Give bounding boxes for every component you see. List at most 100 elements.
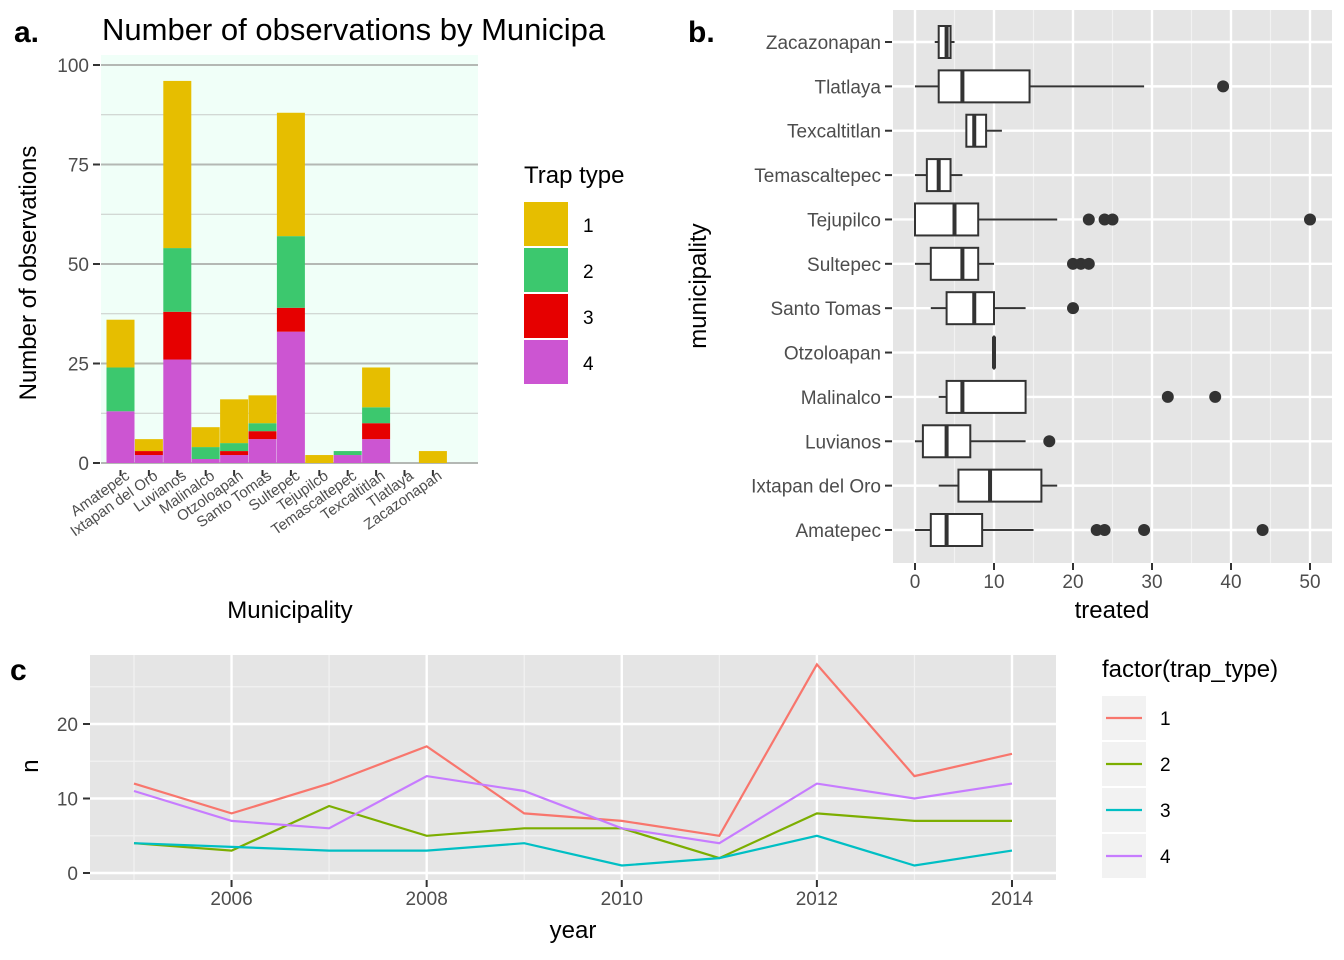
panel-c-x-axis-title: year	[550, 917, 597, 944]
panel-c-line-chart: c 0 10 20 2006 2008 2010 2012 2014 year n fact…	[10, 654, 1278, 944]
panel-a-bar-3	[248, 431, 277, 440]
panel-a-bar-1	[191, 427, 220, 448]
panel-b-boxplot: b. Amatepec Ixtapan del Oro Luvianos Malina…	[685, 10, 1332, 624]
panel-c-series-line-2	[133, 804, 1012, 860]
panel-c-x-ticks: 2006 2008 2010 2012 2014	[210, 880, 1034, 910]
panel-a-bar-3	[276, 307, 305, 332]
panel-c-legend-title: factor(trap_type)	[1102, 656, 1278, 683]
panel-b-outlier-point	[1138, 524, 1151, 536]
panel-a-y-axis-title: Number of observations	[15, 146, 42, 401]
panel-a-bar-1	[276, 112, 305, 237]
panel-b-box-body	[937, 69, 1031, 104]
panel-a-bar-4	[333, 455, 362, 463]
panel-a-legend-key-4	[524, 340, 568, 384]
panel-b-x-axis-title: treated	[1075, 597, 1150, 624]
panel-a-bar-4	[220, 455, 249, 463]
panel-a-bar-2	[362, 407, 391, 424]
panel-a-y-tick-label: 75	[68, 156, 89, 177]
panel-a-bar-3	[134, 451, 163, 456]
panel-a-bar-3	[362, 423, 391, 440]
panel-a-legend-key-3	[524, 294, 568, 338]
panel-a-bar-3	[163, 311, 192, 360]
panel-c-lines	[133, 662, 1013, 867]
panel-b-outlier-point	[1082, 257, 1095, 270]
panel-b-y-tick-label: Zacazonapan	[766, 33, 881, 54]
panel-a-legend-label: 2	[583, 262, 594, 283]
panel-c-x-tick-label: 2014	[991, 889, 1034, 910]
panel-a-bar-chart: a. Number of observations by Municipa 0 2…	[14, 12, 625, 624]
panel-b-box-texcaltitlan	[965, 113, 1002, 148]
panel-c-legend-label: 3	[1160, 801, 1171, 822]
panel-c-x-tick-label: 2006	[210, 889, 252, 910]
panel-a-bar-2	[333, 451, 362, 456]
panel-b-x-tick-label: 30	[1141, 572, 1162, 593]
panel-b-y-tick-label: Temascaltepec	[754, 166, 881, 187]
panel-b-outlier-point	[1098, 524, 1111, 536]
panel-b-y-axis-title: municipality	[685, 223, 712, 348]
panel-b-box-body	[957, 468, 1043, 503]
panel-a-bar-2	[163, 248, 192, 312]
panel-b-x-tick-label: 10	[983, 572, 1004, 593]
panel-b-y-tick-label: Amatepec	[795, 521, 881, 542]
panel-c-y-tick-label: 0	[67, 864, 78, 885]
panel-b-box-zacazonapan	[934, 25, 955, 59]
panel-a-y-tick-label: 25	[68, 355, 89, 376]
panel-b-box-santo-tomas	[930, 291, 1079, 326]
panel-a-bar-4	[362, 439, 391, 463]
panel-a-bar-2	[276, 236, 305, 308]
panel-b-box-malinalco	[938, 379, 1222, 414]
panel-a-bar-4	[191, 459, 220, 463]
panel-a-x-axis-title: Municipality	[227, 597, 352, 624]
panel-a-legend-label: 3	[583, 308, 594, 329]
panel-b-box-body	[929, 246, 980, 281]
panel-a-legend-label: 1	[583, 216, 594, 237]
panel-a-bar-4	[106, 411, 135, 463]
panel-b-outlier-point	[1304, 213, 1316, 226]
panel-a-bar-1	[134, 439, 163, 452]
panel-b-box-tlatlaya	[915, 69, 1230, 104]
panel-b-x-tick-label: 20	[1062, 572, 1083, 593]
panel-b-box-tejupilco	[914, 202, 1316, 237]
panel-c-y-axis-title: n	[17, 759, 44, 772]
panel-b-x-ticks: 0 10 20 30 40 50	[910, 563, 1321, 593]
panel-b-box-body	[945, 379, 1027, 414]
panel-a-legend-key-2	[524, 248, 568, 292]
panel-a-title: Number of observations by Municipa	[102, 12, 606, 47]
panel-b-outlier-point	[1217, 80, 1230, 93]
panel-c-series-line-4	[133, 774, 1013, 845]
panel-b-y-tick-label: Ixtapan del Oro	[751, 477, 881, 498]
panel-b-y-tick-label: Tejupilco	[807, 210, 881, 231]
panel-a-bar-2	[106, 367, 135, 412]
panel-b-box-temascaltepec	[915, 158, 963, 193]
panel-c-legend: 1 2 3 4	[1102, 696, 1171, 878]
panel-a-bar-2	[220, 443, 249, 452]
panel-b-y-tick-label: Texcaltitlan	[787, 122, 881, 143]
panel-a-legend-key-1	[524, 202, 568, 246]
panel-a-bar-1	[248, 395, 277, 424]
panel-a-bar-1	[106, 319, 135, 368]
panel-b-boxes	[914, 25, 1316, 547]
panel-b-outlier-point	[1161, 390, 1174, 403]
panel-c-y-tick-label: 10	[57, 790, 78, 811]
panel-a-bar-4	[248, 439, 277, 463]
panel-a-bar-1	[305, 455, 334, 463]
panel-a-bar-4	[134, 455, 163, 463]
panel-c-legend-label: 2	[1160, 755, 1171, 776]
panel-b-x-tick-label: 50	[1299, 572, 1320, 593]
panel-b-box-amatepec	[915, 513, 1269, 547]
panel-b-y-ticks: Amatepec Ixtapan del Oro Luvianos Malinalco…	[751, 33, 892, 542]
panel-b-y-tick-label: Luvianos	[805, 432, 881, 453]
panel-a-bar-2	[191, 447, 220, 460]
panel-a-bar-1	[163, 80, 192, 249]
panel-b-y-tick-label: Tlatlaya	[814, 77, 881, 98]
panel-a-legend-label: 4	[583, 354, 594, 375]
panel-c-legend-label: 4	[1160, 847, 1171, 868]
panel-c-y-ticks: 0 10 20	[57, 715, 90, 885]
panel-a-y-tick-label: 50	[68, 255, 89, 276]
panel-a-y-tick-label: 0	[78, 454, 89, 475]
panel-b-y-tick-label: Otzoloapan	[784, 344, 881, 365]
panel-c-series-line-1	[133, 662, 1013, 838]
panel-b-label: b.	[688, 16, 715, 49]
